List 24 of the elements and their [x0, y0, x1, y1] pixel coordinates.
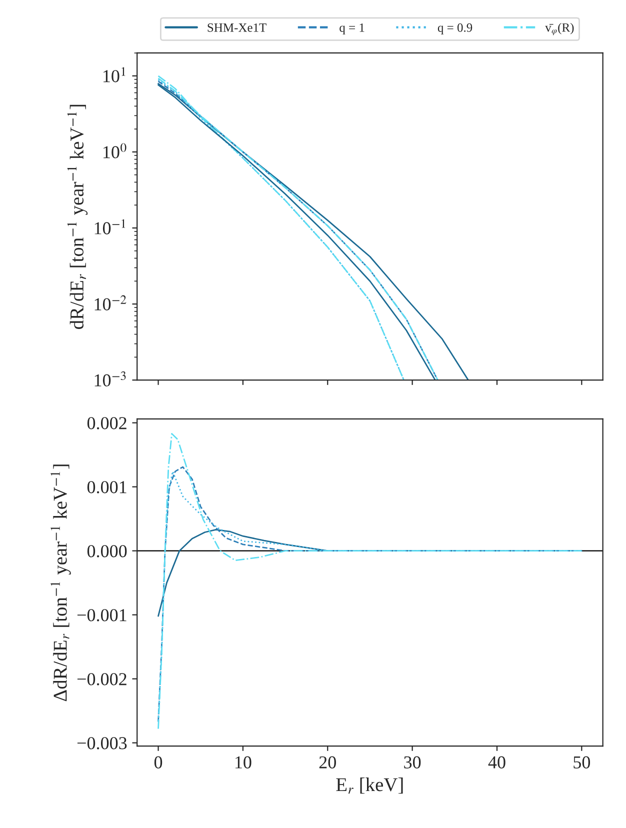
text: ΔdR/dE$_{r}$ [ton$^{−1}$ year$^{−1}$ keV$^{−1}$] — [50, 464, 71, 702]
legend-label: q = 1 — [340, 23, 364, 34]
y-tick-label: 0.002 — [87, 417, 126, 430]
x-tick-label: 30 — [404, 756, 421, 768]
y-tick-label: −0.002 — [77, 673, 126, 686]
text: dR/dE$_{r}$ [ton$^{−1}$ year$^{−1}$ keV$^{−1}$] — [67, 104, 88, 329]
legend-label: q = 0.9 — [438, 23, 472, 34]
y-tick-label: 10$^{−2}$ — [94, 295, 126, 310]
y-tick-label: 10$^{−3}$ — [94, 371, 126, 386]
x-tick-label: 0 — [154, 756, 162, 768]
legend-label: SHM-Xe1T — [208, 23, 266, 32]
y-tick-label: 0.000 — [87, 545, 127, 558]
y-tick-label: −0.001 — [77, 609, 126, 622]
y-tick-label: 10$^{1}$ — [104, 67, 126, 82]
y-tick-label: −0.003 — [77, 737, 127, 750]
x-axis-title: E$_{r}$ [keV] — [336, 778, 403, 794]
y-tick-label: 0.001 — [87, 481, 126, 494]
x-tick-label: 40 — [488, 756, 506, 768]
x-tick-label: 50 — [574, 756, 590, 768]
x-tick-label: 10 — [236, 756, 252, 768]
x-tick-label: 20 — [319, 756, 336, 768]
legend-label: v̄$_{φ}$(R) — [545, 22, 574, 36]
y-tick-label: 10$^{−1}$ — [94, 219, 126, 234]
y-tick-label: 10$^{0}$ — [104, 143, 126, 158]
